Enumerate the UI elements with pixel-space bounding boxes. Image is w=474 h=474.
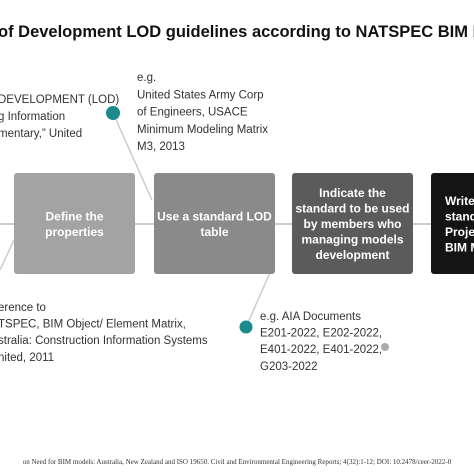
note-text: United States Army Corp [137,89,264,101]
note-text: nited, 2011 [0,352,54,364]
step-text: Projec [445,225,474,239]
note-text: of Engineers, USACE [137,107,248,119]
note-text: stralia: Construction Information System… [0,335,208,347]
note-text: DEVELOPMENT (LOD) [0,94,119,106]
step-box [14,173,135,274]
step-text: standard to be used [295,202,409,216]
note-text: e.g. [137,72,156,84]
note-text: G203-2022 [260,361,318,373]
step-text: Define the [45,209,103,223]
step-text: table [200,225,228,239]
note-text: g Information [0,111,65,123]
note-text: E401-2022, E401-2022, [260,344,382,356]
footer: on Need for BIM models: Australia, New Z… [23,458,452,466]
note-text: TSPEC, BIM Object/ Element Matrix, [0,319,186,331]
step-text: stand. [445,209,474,223]
connector [0,239,15,271]
marker [381,343,389,351]
connector [112,112,153,201]
connector [245,267,273,328]
step-box [431,173,474,274]
step-text: properties [45,225,104,239]
note-text: mentary,” United [0,128,82,140]
step-box [292,173,413,274]
title: of Development LOD guidelines according … [0,23,474,41]
note-text: Minimum Modeling Matrix [137,124,268,136]
note-text: M3, 2013 [137,141,185,153]
step-box [154,173,275,274]
step-text: development [315,248,389,262]
dot [239,320,253,334]
step-text: BIM M [445,240,474,254]
step-text: Use a standard LOD [157,209,272,223]
step-text: Write [445,194,474,208]
note-text: E201-2022, E202-2022, [260,328,382,340]
dot [106,106,120,120]
note-text: e.g. AIA Documents [260,311,361,323]
step-text: managing models [301,233,403,247]
note-text: erence to [0,302,46,314]
step-text: Indicate the [319,186,386,200]
step-text: by members who [303,217,401,231]
